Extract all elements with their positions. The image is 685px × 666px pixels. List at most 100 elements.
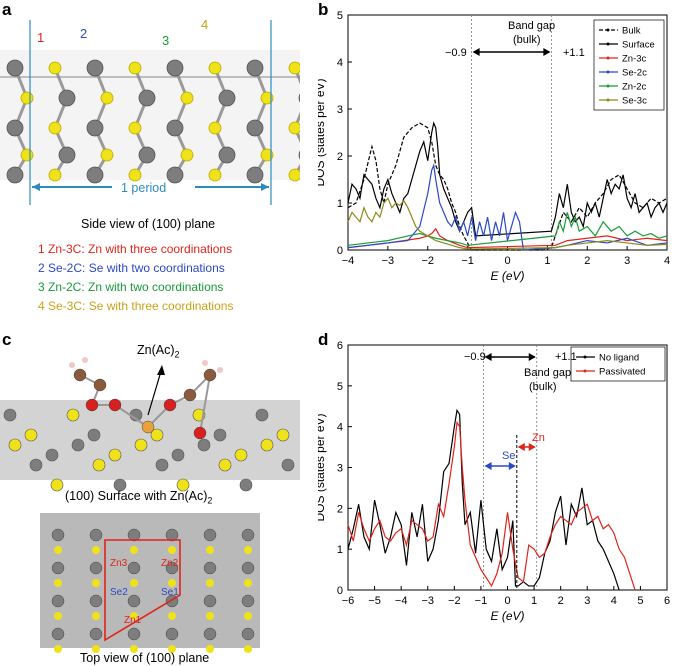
se-atom: [92, 458, 106, 472]
site-number-3: 3: [162, 33, 170, 48]
site-label-zn3: Zn3: [110, 558, 128, 569]
gap-right-edge-b: +1.1: [563, 47, 585, 59]
x-tick-label: −1: [475, 595, 488, 607]
series-surface: [347, 121, 668, 237]
se-atom: [176, 478, 190, 492]
zn-atom: [86, 166, 104, 184]
se-atom: [20, 91, 34, 105]
se-atom: [288, 61, 300, 75]
gap-left-edge-d: −0.9: [464, 351, 486, 363]
se-atom: [48, 61, 62, 75]
series-se-3c: [347, 197, 668, 250]
zn-atom: [6, 166, 24, 184]
x-tick-label: 3: [584, 595, 590, 607]
period-label: 1 period: [121, 181, 167, 195]
se-atom: [130, 579, 138, 587]
x-tick-label: −4: [342, 255, 355, 267]
x-tick-label: 1: [544, 255, 550, 267]
zn-atom: [166, 59, 184, 77]
dos-chart-b: −4 −3 −2 −1 0 1 2 3 4 0 1 2 3 4 5 DOS (states per eV) E …: [318, 10, 670, 283]
bulk-label-d: (bulk): [529, 381, 557, 393]
x-tick-label: 6: [664, 595, 670, 607]
y-tick-label: 5: [337, 381, 343, 393]
zn-atom: [155, 458, 169, 472]
se-atom: [168, 612, 176, 620]
se-atom: [288, 121, 300, 135]
se-atom: [108, 448, 122, 462]
molecule-pointer: [147, 367, 163, 416]
se-arrowhead-left: [484, 462, 492, 470]
se-atom: [128, 168, 142, 182]
y-tick-label: 5: [337, 10, 343, 22]
zn-atom: [281, 458, 295, 472]
y-tick-label: 2: [337, 151, 343, 163]
y-axis-label: DOS (states per eV): [318, 413, 327, 521]
x-tick-label: −3: [382, 255, 395, 267]
legend-marker: [606, 84, 610, 88]
zn-atom: [203, 627, 217, 641]
y-tick-label: 4: [337, 422, 343, 434]
ligand-atom: [183, 388, 197, 402]
zn-range-label: Zn: [532, 432, 545, 444]
period-arrowhead-right: [261, 183, 269, 191]
zn-atom: [127, 594, 141, 608]
zn-atom: [203, 594, 217, 608]
legend-box: [593, 19, 665, 111]
x-tick-label: −3: [421, 595, 434, 607]
legend-marker: [583, 369, 587, 373]
description-zn-3c: 1 Zn-3C: Zn with three coordinations: [38, 242, 233, 256]
x-tick-label: −4: [395, 595, 408, 607]
se-atom: [92, 579, 100, 587]
band-gap-arrowhead-left: [484, 353, 492, 361]
zn-atom: [218, 89, 236, 107]
se-atom: [244, 612, 252, 620]
y-tick-label: 1: [337, 198, 343, 210]
se-atom: [180, 91, 194, 105]
site-number-2: 2: [80, 26, 88, 41]
legend-marker: [606, 98, 610, 102]
se-atom: [8, 438, 22, 452]
panel-label-b: b: [318, 0, 329, 19]
se-atom: [180, 148, 194, 162]
surface-slab: [0, 400, 300, 480]
zn-atom: [45, 448, 59, 462]
legend-marker: [606, 42, 610, 46]
site-number-1: 1: [37, 30, 45, 45]
site-label-zn2: Zn2: [161, 558, 179, 569]
zn-atom: [197, 438, 211, 452]
se-atom: [260, 91, 274, 105]
zn-atom: [29, 458, 43, 472]
period-arrowhead-left: [32, 183, 40, 191]
zn-atom: [241, 561, 255, 575]
y-tick-label: 1: [337, 544, 343, 556]
description-se-3c: 4 Se-3C: Se with three coordinations: [38, 299, 234, 313]
se-range-label: Se: [502, 450, 516, 462]
zn-atom: [127, 528, 141, 542]
zn-atom: [58, 89, 76, 107]
zn-atom: [239, 478, 253, 492]
zn-atom: [6, 119, 24, 137]
se-atom: [92, 645, 100, 653]
se-atom: [54, 645, 62, 653]
se-atom: [130, 645, 138, 653]
zn-atom: [86, 119, 104, 137]
legend-marker: [606, 70, 610, 74]
se-atom: [130, 546, 138, 554]
legend-label: No ligand: [599, 353, 639, 364]
unit-cell-outline: [104, 539, 181, 642]
zn-atom: [89, 528, 103, 542]
se-atom: [168, 579, 176, 587]
site-label-se2: Se2: [110, 587, 128, 598]
legend-box: [570, 346, 666, 382]
legend-label: Passivated: [599, 367, 645, 378]
x-tick-label: −2: [448, 595, 461, 607]
molecule-label: Zn(Ac)2: [137, 343, 180, 360]
se-atom: [54, 546, 62, 554]
y-tick-label: 4: [337, 57, 343, 69]
zn-atom: [51, 528, 65, 542]
zn-atom: [246, 119, 264, 137]
caption-top-view: Top view of (100) plane: [80, 651, 210, 665]
zn-atom: [246, 166, 264, 184]
hydrogen-atom: [217, 367, 223, 373]
zn-atom: [87, 428, 101, 442]
